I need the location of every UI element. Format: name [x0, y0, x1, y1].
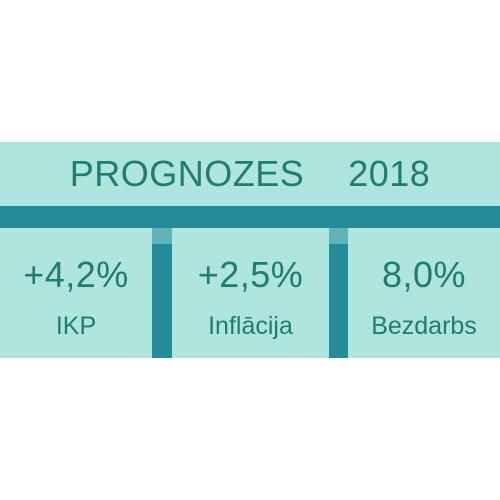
inflation-value: +2,5% — [197, 254, 304, 295]
header-title: PROGNOZES — [69, 153, 305, 194]
gdp-label: IKP — [55, 312, 97, 340]
gdp-value: +4,2% — [23, 254, 129, 295]
inflation-label: Inflācija — [208, 312, 293, 340]
gdp-card: +4,2% IKP — [0, 228, 152, 358]
forecast-header: PROGNOZES 2018 — [0, 142, 500, 206]
divider-notch — [152, 228, 172, 244]
unemployment-label: Bezdarbs — [371, 312, 477, 340]
forecast-widget: PROGNOZES 2018 +4,2% IKP +2,5% Inflācija… — [0, 142, 500, 358]
divider-notch — [329, 228, 348, 244]
unemployment-card: 8,0% Bezdarbs — [348, 228, 500, 358]
header-year: 2018 — [348, 153, 431, 194]
inflation-card: +2,5% Inflācija — [172, 228, 329, 358]
unemployment-value: 8,0% — [381, 254, 467, 295]
